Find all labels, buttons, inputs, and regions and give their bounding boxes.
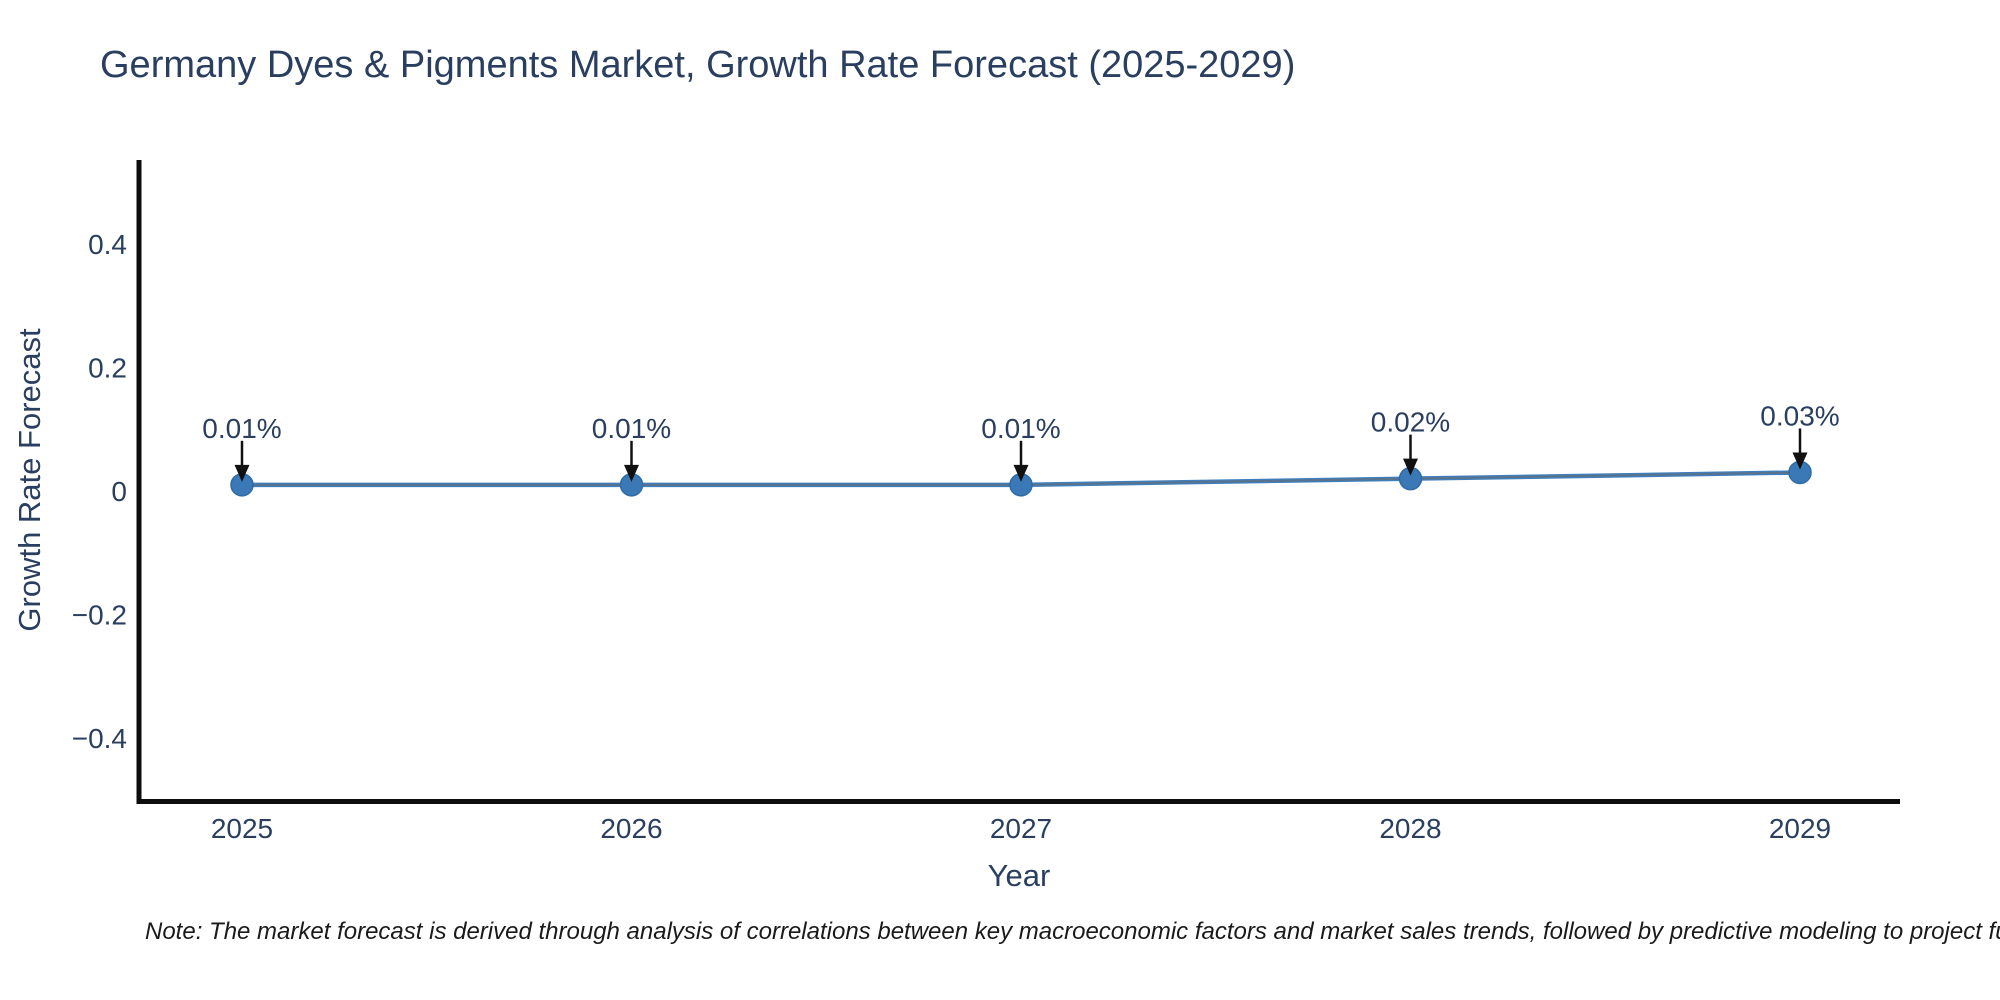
x-axis-title: Year <box>987 858 1051 893</box>
annotation-arrowhead <box>234 464 250 482</box>
point-label: 0.01% <box>981 413 1060 444</box>
footnote: Note: The market forecast is derived thr… <box>145 918 2000 945</box>
y-axis-title: Growth Rate Forecast <box>12 328 47 632</box>
y-tick-label: 0.4 <box>88 229 127 260</box>
x-tick-label: 2029 <box>1769 813 1831 844</box>
annotation-arrowhead <box>1792 452 1808 470</box>
point-label: 0.01% <box>202 413 281 444</box>
y-tick-label: 0.2 <box>88 353 127 384</box>
point-label: 0.03% <box>1760 400 1839 431</box>
y-tick-label: −0.4 <box>72 723 127 754</box>
x-tick-label: 2028 <box>1379 813 1441 844</box>
y-tick-label: 0 <box>111 476 127 507</box>
annotation-arrowhead <box>1013 464 1029 482</box>
x-tick-label: 2026 <box>600 813 662 844</box>
point-label: 0.01% <box>592 413 671 444</box>
annotation-arrowhead <box>1403 458 1418 476</box>
x-tick-label: 2025 <box>211 813 273 844</box>
y-tick-label: −0.2 <box>72 600 127 631</box>
x-tick-label: 2027 <box>990 813 1052 844</box>
annotation-arrowhead <box>624 464 639 482</box>
point-label: 0.02% <box>1371 407 1450 438</box>
chart-title: Germany Dyes & Pigments Market, Growth R… <box>100 44 1296 86</box>
